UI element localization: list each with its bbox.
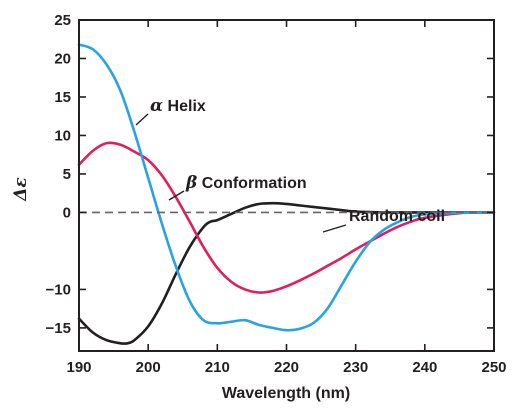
y-tick-label: 0: [63, 204, 71, 221]
x-tick-label: 220: [274, 359, 299, 376]
leader-line-helix: [135, 113, 149, 126]
x-tick-label: 230: [343, 359, 368, 376]
annotations-layer: α Helix β Conformation Random coil: [135, 96, 445, 233]
y-tick-label: −10: [46, 281, 71, 298]
y-tick-label: 20: [54, 50, 71, 67]
y-axis-title: Δε: [11, 177, 31, 202]
series-layer: [77, 43, 496, 345]
annotation-greek-symbol: α: [150, 96, 163, 116]
y-tick-label: −15: [46, 320, 71, 337]
annotation-conformation: β Conformation: [185, 173, 307, 193]
annotation-text: Helix: [163, 98, 206, 115]
y-tick-label: 25: [54, 12, 71, 29]
x-tick-label: 240: [412, 359, 437, 376]
leader-line-conformation: [168, 190, 185, 201]
annotation-greek-symbol: β: [185, 173, 197, 193]
leader-line-random-coil: [322, 224, 347, 233]
series-line-helix: [77, 43, 496, 332]
annotation-text: Conformation: [197, 175, 306, 192]
x-axis-title: Wavelength (nm): [222, 385, 350, 402]
y-tick-label: 5: [63, 166, 71, 183]
y-tick-label: 10: [54, 127, 71, 144]
x-tick-label: 210: [205, 359, 230, 376]
axis-ticks: 190 200 210 220 230 240 250 25 20 15 10 5 0 −10 −15: [46, 12, 507, 376]
x-tick-label: 190: [66, 359, 91, 376]
x-tick-label: 250: [481, 359, 506, 376]
series-line-random-coil: [77, 201, 496, 345]
x-tick-label: 200: [136, 359, 161, 376]
annotation-helix: α Helix: [150, 96, 206, 116]
y-tick-label: 15: [54, 89, 71, 106]
annotation-random-coil: Random coil: [349, 208, 445, 225]
